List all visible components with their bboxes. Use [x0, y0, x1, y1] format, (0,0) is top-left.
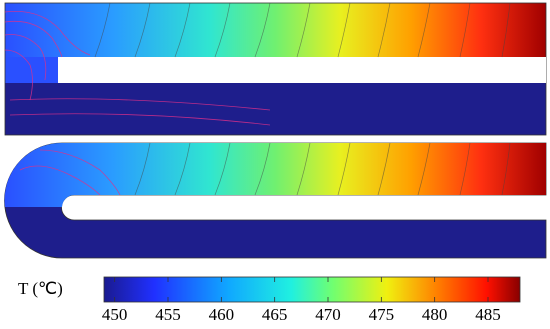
tick-label: 465 — [262, 305, 288, 324]
tick-label: 480 — [422, 305, 448, 324]
colorbar-label: T (℃) — [18, 279, 63, 298]
top-panel — [4, 2, 547, 136]
upper-channel — [4, 142, 546, 207]
upper-channel — [5, 3, 546, 57]
lower-channel — [5, 83, 546, 135]
gap — [58, 57, 546, 83]
tick-label: 470 — [315, 305, 341, 324]
tick-label: 450 — [102, 305, 128, 324]
colorbar — [103, 276, 521, 303]
isotherms — [94, 2, 511, 58]
bottom-panel — [4, 142, 547, 259]
tick-label: 475 — [369, 305, 395, 324]
tick-label: 455 — [155, 305, 181, 324]
pink-streamlines — [4, 11, 271, 126]
isotherms — [19, 142, 511, 196]
tick-label: 485 — [475, 305, 501, 324]
tick-label: 460 — [209, 305, 235, 324]
